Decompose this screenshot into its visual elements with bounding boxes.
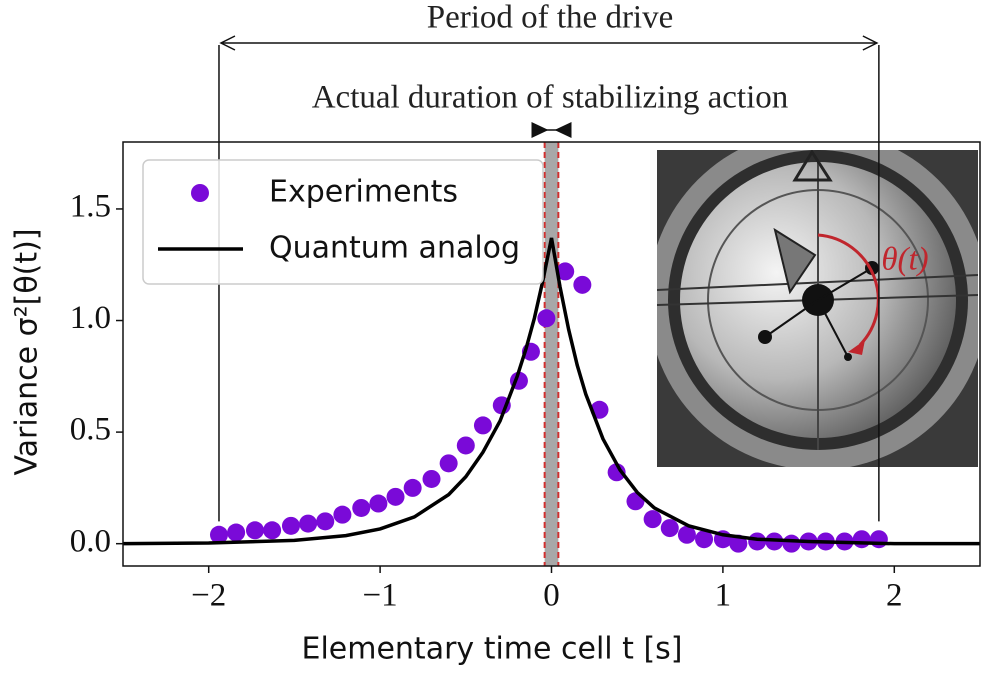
point	[422, 469, 441, 488]
x-tick-label: 0	[543, 578, 560, 614]
point	[473, 416, 492, 435]
point	[245, 521, 264, 540]
point	[643, 510, 662, 529]
legend-label: Experiments	[269, 175, 458, 210]
y-tick-label: 0.0	[70, 523, 111, 559]
x-axis-label: Elementary time cell t [s]	[301, 632, 682, 667]
point	[869, 530, 888, 549]
legend-box	[142, 159, 544, 285]
arrow-head	[862, 35, 879, 51]
point	[281, 516, 300, 535]
chart-subtitle: Actual duration of stabilizing action	[312, 80, 789, 116]
point	[660, 519, 679, 538]
plot	[122, 142, 980, 566]
point	[439, 454, 458, 473]
x-tick-label: −1	[363, 578, 398, 614]
point	[677, 525, 696, 544]
point	[333, 505, 352, 524]
point	[695, 530, 714, 549]
point	[607, 463, 626, 482]
point	[852, 530, 871, 549]
y-tick-label: 1.0	[70, 300, 111, 336]
legend-marker	[191, 184, 209, 202]
x-tick-label: 1	[715, 578, 732, 614]
line	[122, 237, 980, 546]
point	[227, 523, 246, 542]
point	[352, 498, 371, 517]
point	[299, 514, 318, 533]
y-tick-label: 0.5	[70, 412, 111, 448]
point	[537, 309, 556, 328]
point	[403, 478, 422, 497]
x-tick-label: 2	[886, 578, 903, 614]
point	[573, 275, 592, 294]
point	[729, 534, 748, 553]
compass-photo	[657, 150, 978, 467]
arrow-head	[219, 35, 236, 51]
legend-label: Quantum analog	[269, 231, 520, 266]
y-tick-label: 1.5	[70, 189, 111, 225]
point	[263, 521, 282, 540]
point	[316, 512, 335, 531]
point	[782, 534, 801, 553]
highlight-band	[544, 142, 559, 566]
point	[369, 494, 388, 513]
point	[209, 525, 228, 544]
y-axis-label: Variance σ²[θ(t)]	[10, 228, 45, 475]
x-tick-label: −2	[191, 578, 226, 614]
inset-label: θ(t)	[881, 242, 928, 278]
point	[386, 487, 405, 506]
point	[456, 436, 475, 455]
point	[556, 262, 575, 281]
point	[748, 532, 767, 551]
chart-title: Period of the drive	[427, 0, 674, 36]
